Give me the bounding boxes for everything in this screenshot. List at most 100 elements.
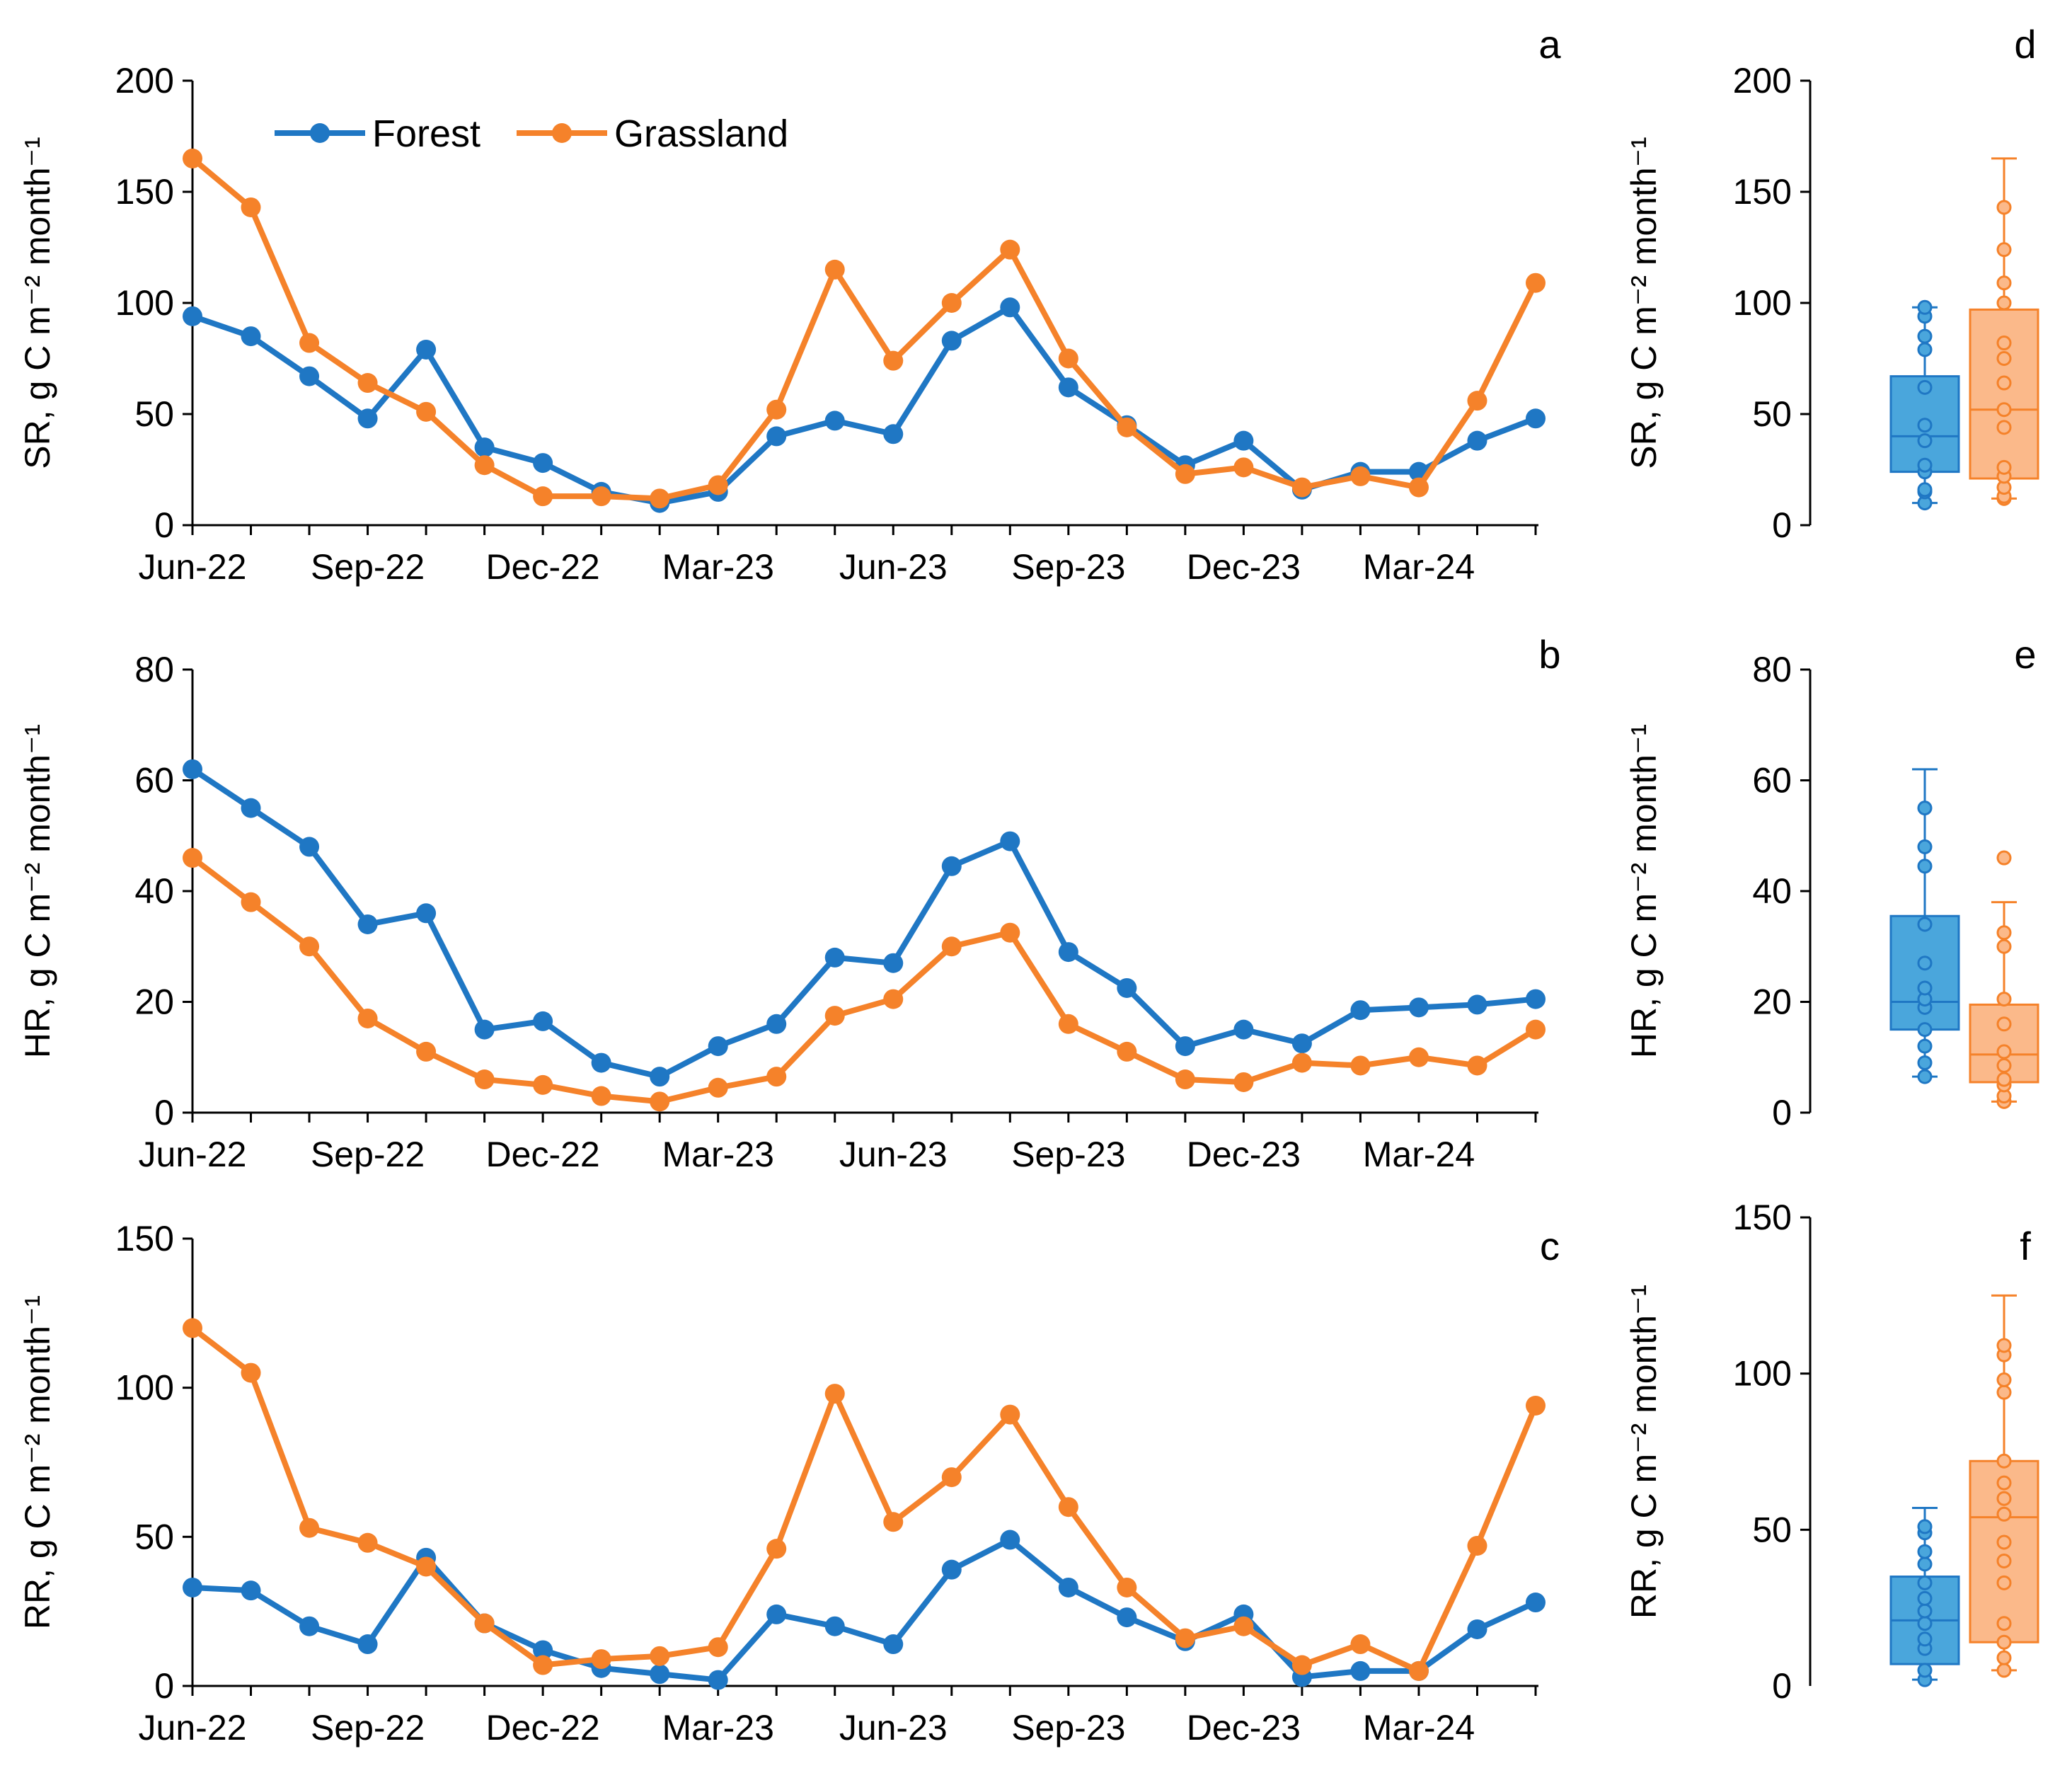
y-tick-label: 0 [154,1093,174,1132]
box-point-grassland [1996,850,2012,866]
data-point-forest [1000,297,1020,318]
box-point-grassland [1996,375,2012,391]
data-point-forest [824,947,845,968]
panel-letter: b [1538,632,1560,677]
box-point-grassland [1996,1016,2012,1032]
y-tick-label: 60 [134,761,174,801]
data-point-forest [883,953,904,973]
box-point-grassland [1996,1057,2012,1073]
data-point-grassland [1117,1041,1137,1062]
data-point-grassland [1291,1655,1312,1675]
data-point-grassland [1350,1634,1371,1655]
box-panel-e: 0 20 40 60 80 HR, g C m⁻² month⁻¹ e [1624,632,2039,1132]
y-tick-label: 150 [115,172,174,212]
data-point-grassland [357,1532,378,1553]
box-point-forest [1917,1575,1933,1590]
data-point-forest [941,856,962,876]
data-point-grassland [1117,417,1137,437]
data-point-grassland [708,475,728,495]
data-point-forest [766,426,787,447]
data-point-grassland [824,1384,845,1404]
box-panel-d: 0 50 100 150 200 SR, g C m⁻² month⁻¹ d [1624,22,2039,545]
data-point-grassland [1058,348,1078,369]
panel-letter: d [2014,22,2036,67]
data-point-forest [1233,430,1254,451]
data-point-grassland [416,401,437,422]
x-tick-label: Jun-22 [139,1708,247,1748]
box-point-grassland [1996,992,2012,1007]
x-tick-label: Dec-22 [486,1135,600,1174]
x-tick-label: Jun-23 [839,1135,948,1174]
box-point-grassland [1996,1372,2012,1387]
box-point-forest [1917,328,1933,344]
y-tick-label: 0 [154,1666,174,1706]
data-point-forest [883,424,904,444]
data-point-grassland [1000,922,1020,943]
box-point-forest [1917,1556,1933,1572]
y-tick-label: 150 [1733,172,1792,212]
data-point-forest [1467,994,1487,1015]
series-line-grassland [190,1326,1538,1674]
box-point-forest [1917,482,1933,498]
y-tick-label: 0 [1772,1666,1792,1706]
data-point-forest [183,306,202,326]
box-point-grassland [1996,1553,2012,1568]
data-point-grassland [1526,1019,1546,1040]
y-tick-label: 150 [115,1219,174,1258]
x-tick-label: Mar-24 [1363,1135,1475,1174]
data-point-forest [299,366,320,386]
data-point-grassland [1233,1616,1254,1636]
data-point-forest [1058,1577,1078,1597]
box-point-forest [1917,379,1933,395]
data-point-forest [533,1011,553,1031]
y-axis-label: RR, g C m⁻² month⁻¹ [18,1295,57,1629]
y-tick-label: 50 [1752,1510,1792,1549]
box-point-grassland [1996,295,2012,311]
y-tick-label: 20 [1752,982,1792,1022]
box-point-forest [1917,1022,1933,1038]
data-point-grassland [183,148,202,168]
y-tick-label: 200 [115,61,174,101]
data-point-grassland [591,1649,611,1670]
x-tick-label: Dec-23 [1187,1708,1301,1748]
data-point-forest [1117,1607,1137,1628]
box-point-grassland [1996,1663,2012,1678]
box-point-grassland [1996,1475,2012,1491]
data-point-forest [241,1580,261,1601]
data-point-forest [941,1559,962,1580]
box-point-forest [1917,342,1933,357]
x-tick-label: Mar-24 [1363,547,1475,587]
y-tick-label: 40 [1752,871,1792,911]
y-tick-label: 100 [115,283,174,323]
box-point-forest [1917,1055,1933,1071]
data-point-grassland [708,1637,728,1658]
x-tick-label: Sep-23 [1011,1708,1125,1748]
data-point-forest [299,837,320,857]
data-point-forest [1000,831,1020,851]
data-point-grassland [941,936,962,957]
y-tick-label: 20 [134,982,174,1022]
data-point-grassland [766,399,787,420]
box-point-grassland [1996,242,2012,258]
y-tick-label: 40 [134,871,174,911]
box-point-forest [1917,1069,1933,1084]
legend-label-forest: Forest [372,113,480,155]
data-point-forest [1058,942,1078,963]
line-panel-a: 0 50 100 150 200 Jun-22 Sep-22 Dec-22 Mar-23 Jun-… [18,22,1561,587]
box-point-grassland [1996,1650,2012,1665]
data-point-forest [591,1052,611,1073]
data-point-forest [1408,997,1429,1018]
data-point-grassland [883,1512,904,1532]
data-point-grassland [299,1517,320,1538]
data-point-forest [708,1670,728,1690]
x-tick-label: Dec-22 [486,1708,600,1748]
box-point-grassland [1996,351,2012,366]
y-tick-label: 100 [115,1368,174,1408]
x-tick-label: Mar-23 [662,547,774,587]
data-point-grassland [416,1556,437,1577]
data-point-grassland [474,1069,495,1090]
box-point-grassland [1996,420,2012,435]
y-tick-label: 0 [154,505,174,545]
box-point-forest [1917,1590,1933,1606]
data-point-grassland [1291,477,1312,498]
